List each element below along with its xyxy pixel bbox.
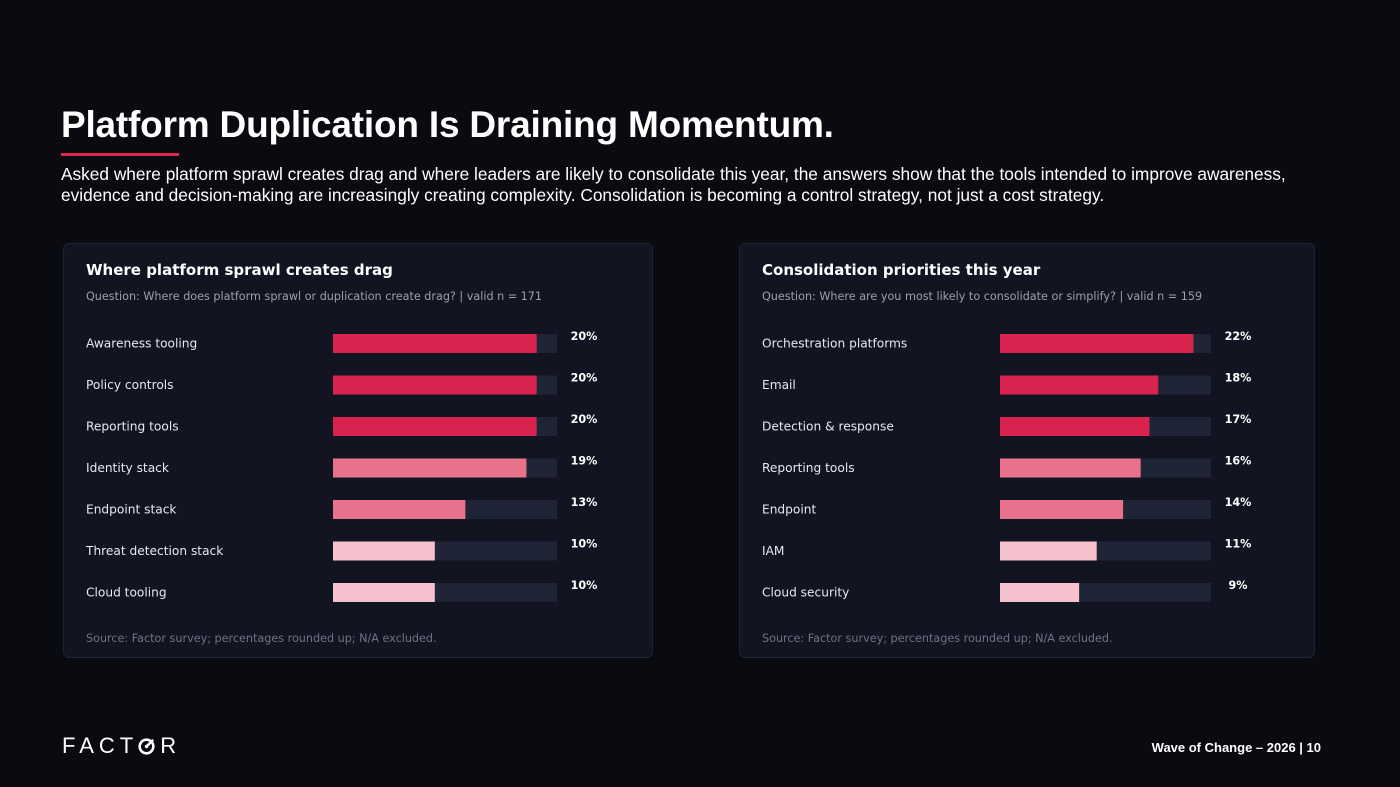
category-label: Policy controls (86, 378, 174, 392)
category-label: Reporting tools (86, 420, 179, 434)
sprawl-drag-chart: Awareness tooling 20% Policy controls 20% Re… (85, 330, 598, 602)
value-label: 10% (571, 579, 598, 592)
bar (333, 458, 527, 478)
logo-text-end: R (160, 733, 182, 758)
category-label: Email (762, 378, 796, 392)
value-label: 22% (1225, 330, 1252, 343)
bar (1000, 375, 1159, 395)
value-label: 20% (571, 330, 598, 343)
value-label: 16% (1225, 455, 1252, 468)
panel-source: Source: Factor survey; percentages round… (762, 632, 1113, 645)
logo-target-icon (138, 737, 155, 755)
category-label: Endpoint (762, 503, 816, 517)
bar (333, 541, 435, 561)
category-label: Cloud tooling (86, 586, 167, 600)
category-label: Identity stack (86, 461, 170, 475)
category-label: Orchestration platforms (762, 337, 907, 351)
value-label: 13% (571, 496, 598, 509)
bar (1000, 334, 1194, 353)
value-label: 19% (571, 455, 598, 468)
consolidation-chart: Orchestration platforms 22% Email 18% Detect… (762, 330, 1252, 602)
bar (1000, 541, 1097, 561)
bar (1000, 417, 1150, 436)
value-label: 9% (1229, 579, 1248, 592)
bar (333, 334, 537, 353)
category-label: Cloud security (762, 586, 849, 600)
value-label: 11% (1225, 538, 1252, 551)
title-underline (61, 153, 179, 156)
sprawl-drag-panel: Where platform sprawl creates drag Quest… (63, 243, 653, 658)
logo-text-start: FACT (62, 733, 139, 758)
category-label: Awareness tooling (86, 337, 197, 351)
value-label: 17% (1225, 413, 1252, 426)
value-label: 10% (571, 538, 598, 551)
bar (1000, 500, 1124, 519)
category-label: Detection & response (762, 420, 894, 434)
bar (1000, 458, 1141, 478)
category-label: Threat detection stack (85, 544, 224, 558)
value-label: 20% (571, 372, 598, 385)
category-label: IAM (762, 544, 784, 558)
consolidation-panel: Consolidation priorities this year Quest… (739, 243, 1315, 658)
panel-question: Question: Where does platform sprawl or … (86, 290, 543, 303)
bar (1000, 583, 1080, 602)
factor-logo: FACT R (62, 733, 181, 759)
panel-title: Where platform sprawl creates drag (86, 261, 393, 279)
category-label: Reporting tools (762, 461, 855, 475)
panel-source: Source: Factor survey; percentages round… (86, 632, 437, 645)
bar (333, 417, 537, 436)
bar (333, 375, 537, 395)
panel-title: Consolidation priorities this year (762, 261, 1041, 279)
category-label: Endpoint stack (86, 503, 177, 517)
value-label: 18% (1225, 372, 1252, 385)
page-title: Platform Duplication Is Draining Momentu… (61, 104, 834, 145)
value-label: 20% (571, 413, 598, 426)
value-label: 14% (1225, 496, 1252, 509)
bar (333, 500, 466, 519)
page-footer: Wave of Change – 2026 | 10 (1151, 740, 1321, 755)
panel-question: Question: Where are you most likely to c… (762, 290, 1203, 303)
bar (333, 583, 435, 602)
page-subtitle: Asked where platform sprawl creates drag… (61, 164, 1286, 205)
